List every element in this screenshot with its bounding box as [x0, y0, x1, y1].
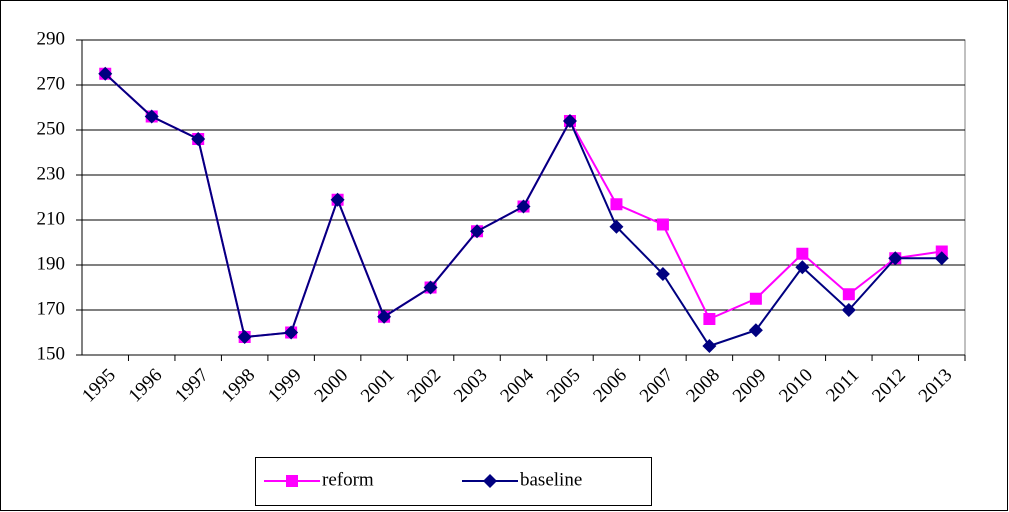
point [609, 219, 624, 234]
point [703, 313, 716, 325]
point [191, 132, 206, 146]
point [748, 323, 763, 338]
point [795, 260, 810, 275]
legend-label: baseline [520, 469, 582, 490]
point [423, 280, 438, 295]
plot-area [81, 39, 966, 356]
y-tick-label: 290 [37, 28, 66, 49]
y-tick-label: 150 [37, 343, 66, 364]
point [562, 114, 577, 128]
point [842, 288, 855, 301]
legend-label: reform [322, 469, 374, 490]
point [516, 199, 531, 214]
legend-marker [483, 474, 497, 488]
point [702, 339, 717, 353]
point [841, 303, 856, 317]
point [934, 251, 949, 266]
point [237, 330, 252, 344]
point [284, 325, 299, 340]
y-tick-label: 190 [37, 253, 66, 274]
legend-marker [286, 475, 298, 487]
y-tick-label: 230 [37, 163, 66, 184]
point [656, 218, 669, 231]
point [655, 267, 670, 281]
point [144, 109, 159, 124]
y-tick-label: 250 [37, 118, 66, 139]
point [377, 309, 392, 324]
y-tick-label: 210 [37, 208, 66, 229]
point [888, 251, 903, 266]
point [749, 292, 762, 305]
point [796, 247, 809, 260]
point [330, 192, 345, 207]
y-tick-label: 170 [37, 298, 66, 319]
legend-box [255, 457, 652, 506]
y-tick-label: 270 [37, 73, 66, 94]
point [98, 66, 113, 81]
point [470, 224, 485, 239]
point [610, 198, 623, 211]
